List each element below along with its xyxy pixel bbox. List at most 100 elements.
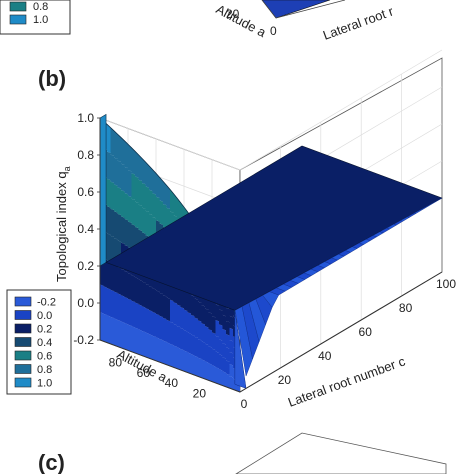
surface-band	[121, 216, 125, 244]
surface-band	[128, 170, 132, 198]
surface-band	[117, 187, 121, 216]
legend-label: 0.0	[37, 310, 52, 322]
chart-b: 1.0 0.8 0.6 0.4 0.2 0.0 -0.2 0 20 40 60 80 100 80 60…	[54, 49, 456, 411]
surface-band	[117, 213, 121, 242]
surface-band	[156, 337, 160, 363]
surface-band	[156, 290, 160, 316]
surface-band	[110, 127, 114, 156]
surface-band	[117, 293, 121, 322]
floor-edge-left	[99, 339, 241, 393]
x-tick-label: 80	[399, 301, 413, 315]
surface-band	[229, 315, 233, 330]
surface-band	[166, 185, 170, 210]
top-lateral-tick: 0	[270, 24, 277, 38]
surface-band	[229, 339, 233, 354]
legend: -0.20.0 0.20.4 0.60.8 1.0	[6, 289, 72, 395]
surface-band	[135, 201, 139, 229]
surface-band	[135, 327, 139, 355]
surface-band	[222, 357, 226, 373]
surface-band	[212, 316, 216, 334]
surface-band	[110, 181, 114, 210]
legend-swatch	[14, 310, 32, 320]
surface-band	[205, 343, 209, 363]
surface-band	[170, 189, 174, 213]
surface-band	[114, 318, 118, 347]
surface-band	[191, 334, 195, 356]
surface-band	[201, 323, 205, 343]
surface-band	[103, 313, 107, 343]
surface-band	[131, 300, 135, 328]
surface-band	[131, 326, 135, 353]
surface-band	[131, 198, 135, 226]
top-axis-line	[261, 0, 277, 19]
y-tick-label: 40	[165, 376, 179, 390]
surface-band	[110, 316, 114, 346]
surface-band	[142, 330, 146, 357]
surface-band	[149, 310, 153, 336]
surface-band	[142, 158, 146, 185]
surface-band	[208, 346, 212, 365]
surface-band	[149, 334, 153, 360]
surface-band	[110, 235, 114, 265]
surface-band	[229, 376, 233, 390]
surface-band	[128, 324, 132, 352]
surface-band	[219, 369, 223, 386]
surface-band	[229, 351, 233, 366]
surface-band	[226, 373, 230, 389]
surface-band	[138, 329, 142, 356]
surface-band	[159, 200, 163, 225]
surface-band	[208, 312, 212, 331]
surface-band	[163, 203, 167, 229]
surface-band	[117, 134, 121, 162]
top-legend-swatch-1.0	[9, 14, 27, 25]
surface-band	[121, 268, 125, 297]
surface-band	[170, 343, 174, 368]
surface-band	[110, 289, 114, 319]
surface	[99, 113, 443, 392]
surface-band	[135, 151, 139, 178]
surface-band	[222, 343, 226, 359]
top-legend-label-1.0: 1.0	[33, 14, 48, 26]
surface-band	[152, 193, 156, 219]
surface-band	[194, 355, 198, 377]
surface-band	[124, 218, 128, 247]
surface-band	[219, 354, 223, 371]
surface-band	[124, 270, 128, 299]
surface-band	[152, 288, 156, 314]
surface-band	[226, 320, 230, 336]
bottom-chart-fragment	[235, 432, 447, 474]
surface-band	[114, 211, 118, 240]
surface-band	[152, 335, 156, 361]
surface-band	[142, 306, 146, 333]
surface-band	[138, 304, 142, 331]
surface-lip	[434, 197, 443, 203]
legend-label: 0.6	[37, 351, 52, 363]
surface-band	[121, 163, 125, 192]
surface-band	[198, 320, 202, 341]
legend-swatch	[14, 296, 32, 307]
surface-band	[128, 144, 132, 172]
surface-band	[198, 339, 202, 360]
surface-band	[212, 332, 216, 351]
panel-label-b: (b)	[38, 66, 66, 91]
surface-band	[145, 283, 149, 310]
surface-band	[177, 198, 181, 221]
legend-label: 0.2	[37, 324, 52, 336]
surface-band	[149, 213, 153, 240]
top-partial-panel: 0.8 1.0 Altitude a 20 0 Lateral root r	[0, 0, 396, 43]
x-tick-label: 0	[241, 397, 248, 411]
surface-band	[187, 312, 191, 334]
surface-band	[201, 305, 205, 325]
surface-band	[191, 295, 195, 317]
surface-band	[107, 315, 111, 344]
surface-wall-top	[99, 113, 107, 267]
surface-band	[229, 364, 233, 378]
surface-band	[142, 183, 146, 209]
surface-band	[121, 295, 125, 323]
surface-band	[212, 299, 216, 318]
surface-band	[187, 352, 191, 374]
surface-band	[159, 315, 163, 341]
surface-band	[100, 312, 104, 342]
surface-band	[131, 147, 135, 175]
x-tick-label: 20	[278, 373, 292, 387]
